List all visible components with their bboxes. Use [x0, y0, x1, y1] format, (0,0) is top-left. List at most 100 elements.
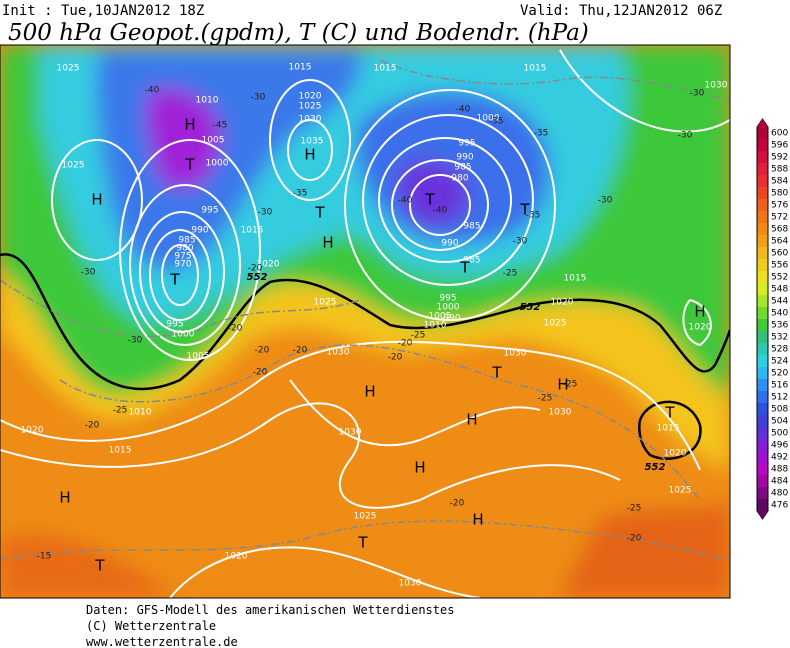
colorbar-tick-label: 560 [771, 249, 788, 259]
colorbar-tick-label: 556 [771, 261, 788, 271]
pressure-label: 1000 [437, 303, 460, 313]
pressure-label: 1015 [374, 64, 397, 74]
temperature-label: -40 [398, 196, 413, 206]
colorbar-tick-label: 520 [771, 369, 788, 379]
pressure-label: 985 [178, 236, 195, 246]
pressure-label: 1015 [657, 424, 680, 434]
colorbar-swatch [757, 223, 768, 235]
colorbar-tick-label: 516 [771, 381, 788, 391]
colorbar-swatch [757, 403, 768, 415]
pressure-center: H [364, 383, 375, 401]
colorbar-tick-label: 492 [771, 453, 788, 463]
temperature-label: -30 [690, 89, 705, 99]
isohypse-label: 552 [645, 462, 666, 473]
colorbar-tick-label: 600 [771, 129, 788, 139]
colorbar-swatch [757, 127, 768, 139]
pressure-label: 970 [174, 260, 191, 270]
temperature-label: -20 [255, 346, 270, 356]
temperature-label: -30 [128, 336, 143, 346]
temperature-label: -30 [678, 131, 693, 141]
temperature-label: -25 [113, 406, 128, 416]
valid-time: Valid: Thu,12JAN2012 06Z [520, 3, 722, 19]
colorbar-tick-label: 536 [771, 321, 788, 331]
colorbar-tick-label: 548 [771, 285, 788, 295]
colorbar-swatch [757, 259, 768, 271]
colorbar-swatch [757, 271, 768, 283]
temperature-label: -35 [489, 117, 504, 127]
colorbar-tick-label: 528 [771, 345, 788, 355]
colorbar-tick-label: 568 [771, 225, 788, 235]
pressure-center: H [414, 459, 425, 477]
colorbar-swatch [757, 187, 768, 199]
colorbar-swatch [757, 463, 768, 475]
map-frame [0, 44, 731, 599]
temperature-label: -20 [293, 346, 308, 356]
colorbar-tick-label: 504 [771, 417, 788, 427]
pressure-center: T [664, 404, 675, 422]
pressure-label: 1035 [301, 137, 324, 147]
pressure-label: 985 [463, 256, 480, 266]
colorbar-tick-label: 524 [771, 357, 788, 367]
temperature-label: -45 [213, 121, 228, 131]
isohypse-label: 552 [520, 302, 541, 313]
pressure-label: 1005 [202, 136, 225, 146]
pressure-label: 1025 [62, 161, 85, 171]
colorbar-tick-label: 584 [771, 177, 788, 187]
colorbar-top-tip [757, 119, 768, 127]
colorbar-swatch [757, 355, 768, 367]
pressure-center: T [357, 534, 368, 552]
temperature-label: -20 [253, 368, 268, 378]
pressure-center: T [519, 201, 530, 219]
footer-url: www.wetterzentrale.de [86, 635, 238, 648]
colorbar-swatch [757, 439, 768, 451]
colorbar-swatch [757, 199, 768, 211]
pressure-center: H [59, 489, 70, 507]
temperature-label: -15 [37, 552, 52, 562]
pressure-center: T [184, 156, 195, 174]
pressure-label: 1025 [299, 102, 322, 112]
init-time: Init : Tue,10JAN2012 18Z [2, 3, 204, 19]
temperature-label: -20 [85, 421, 100, 431]
pressure-center: T [424, 191, 435, 209]
pressure-label: 980 [176, 244, 193, 254]
pressure-label: 990 [441, 239, 458, 249]
pressure-label: 1030 [705, 81, 728, 91]
colorbar-tick-label: 484 [771, 477, 788, 487]
temperature-label: -20 [450, 499, 465, 509]
temperature-label: -20 [398, 339, 413, 349]
colorbar-tick-label: 496 [771, 441, 788, 451]
pressure-label: 995 [201, 206, 218, 216]
colorbar-tick-label: 552 [771, 273, 788, 283]
pressure-center: H [472, 511, 483, 529]
pressure-label: 1025 [314, 298, 337, 308]
pressure-label: 1025 [354, 512, 377, 522]
pressure-label: 995 [439, 294, 456, 304]
pressure-center: T [314, 204, 325, 222]
colorbar-swatch [757, 163, 768, 175]
pressure-label: 1015 [524, 64, 547, 74]
pressure-label: 1015 [564, 274, 587, 284]
pressure-label: 1015 [109, 446, 132, 456]
temperature-label: -25 [503, 269, 518, 279]
colorbar-swatch [757, 367, 768, 379]
colorbar-swatch [757, 307, 768, 319]
footer-copyright: (C) Wetterzentrale [86, 619, 216, 633]
pressure-center: H [466, 411, 477, 429]
colorbar-swatch [757, 343, 768, 355]
pressure-label: 1025 [669, 486, 692, 496]
isobars [0, 49, 730, 598]
pressure-label: 1020 [225, 552, 248, 562]
temperature-label: -35 [534, 129, 549, 139]
colorbar-swatch [757, 247, 768, 259]
pressure-center: H [304, 146, 315, 164]
pressure-label: 1005 [187, 352, 210, 362]
pressure-label: 1020 [551, 298, 574, 308]
colorbar-swatch [757, 139, 768, 151]
colorbar-swatch [757, 151, 768, 163]
colorbar-swatch [757, 319, 768, 331]
pressure-label: 1030 [339, 428, 362, 438]
colorbar-swatch [757, 175, 768, 187]
temperature-label: -25 [538, 394, 553, 404]
colorbar-tick-label: 540 [771, 309, 788, 319]
